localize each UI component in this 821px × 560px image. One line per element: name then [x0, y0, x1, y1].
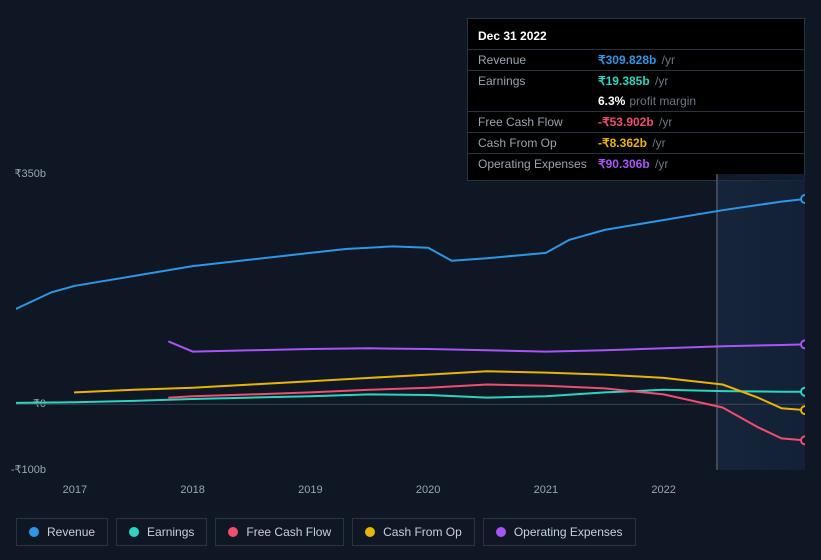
tooltip-value-wrap: -₹53.902b /yr: [598, 115, 672, 129]
series-end-marker: [801, 388, 805, 396]
chart-tooltip: Dec 31 2022 Revenue₹309.828b /yrEarnings…: [467, 18, 805, 181]
legend-label: Cash From Op: [383, 525, 462, 539]
tooltip-value-wrap: ₹19.385b /yr: [598, 74, 668, 88]
legend-item[interactable]: Revenue: [16, 518, 108, 546]
series-line: [169, 385, 805, 441]
series-end-marker: [801, 406, 805, 414]
series-end-marker: [801, 436, 805, 444]
tooltip-value: 6.3%: [598, 94, 625, 108]
tooltip-label: Cash From Op: [478, 136, 598, 150]
tooltip-suffix: /yr: [658, 53, 675, 67]
tooltip-value: -₹8.362b: [598, 136, 647, 150]
tooltip-row: Revenue₹309.828b /yr: [468, 49, 804, 70]
tooltip-row: Cash From Op-₹8.362b /yr: [468, 132, 804, 153]
series-line: [16, 199, 805, 309]
legend-swatch: [228, 527, 238, 537]
legend-item[interactable]: Free Cash Flow: [215, 518, 344, 546]
tooltip-label: Revenue: [478, 53, 598, 67]
x-tick-label: 2019: [298, 484, 322, 496]
legend-label: Free Cash Flow: [246, 525, 331, 539]
tooltip-value-wrap: -₹8.362b /yr: [598, 136, 666, 150]
tooltip-suffix: /yr: [652, 74, 669, 88]
legend-swatch: [29, 527, 39, 537]
tooltip-label: Free Cash Flow: [478, 115, 598, 129]
x-tick-label: 2021: [534, 484, 558, 496]
tooltip-value: ₹309.828b: [598, 53, 656, 67]
tooltip-rows: Revenue₹309.828b /yrEarnings₹19.385b /yr…: [468, 49, 804, 174]
tooltip-label: Earnings: [478, 74, 598, 88]
tooltip-suffix: /yr: [649, 136, 666, 150]
tooltip-margin-label: profit margin: [629, 94, 696, 108]
x-axis-labels: 2017 2018 2019 2020 2021 2022: [16, 484, 805, 500]
chart-plot-area[interactable]: [16, 174, 805, 470]
x-tick-label: 2018: [180, 484, 204, 496]
legend-label: Operating Expenses: [514, 525, 623, 539]
tooltip-value: ₹19.385b: [598, 74, 650, 88]
legend-swatch: [129, 527, 139, 537]
series-end-marker: [801, 195, 805, 203]
chart-legend: Revenue Earnings Free Cash Flow Cash From O…: [16, 518, 636, 546]
x-tick-label: 2020: [416, 484, 440, 496]
legend-item[interactable]: Operating Expenses: [483, 518, 636, 546]
legend-item[interactable]: Cash From Op: [352, 518, 475, 546]
tooltip-row: Earnings₹19.385b /yr: [468, 70, 804, 91]
legend-swatch: [496, 527, 506, 537]
series-line: [16, 390, 805, 403]
tooltip-row: 6.3% profit margin: [468, 91, 804, 111]
tooltip-value: -₹53.902b: [598, 115, 654, 129]
chart-lines: [16, 174, 805, 470]
tooltip-value-wrap: ₹309.828b /yr: [598, 53, 675, 67]
tooltip-row: Free Cash Flow-₹53.902b /yr: [468, 111, 804, 132]
series-line: [169, 342, 805, 352]
x-tick-label: 2017: [63, 484, 87, 496]
legend-swatch: [365, 527, 375, 537]
legend-label: Revenue: [47, 525, 95, 539]
financials-chart: ₹350b₹0-₹100b 201720182019202020212022: [16, 160, 805, 480]
x-tick-label: 2022: [651, 484, 675, 496]
series-end-marker: [801, 340, 805, 348]
legend-label: Earnings: [147, 525, 194, 539]
legend-item[interactable]: Earnings: [116, 518, 207, 546]
tooltip-suffix: /yr: [656, 115, 673, 129]
tooltip-date: Dec 31 2022: [468, 25, 804, 49]
tooltip-label: [478, 94, 598, 108]
tooltip-value-wrap: 6.3% profit margin: [598, 94, 696, 108]
